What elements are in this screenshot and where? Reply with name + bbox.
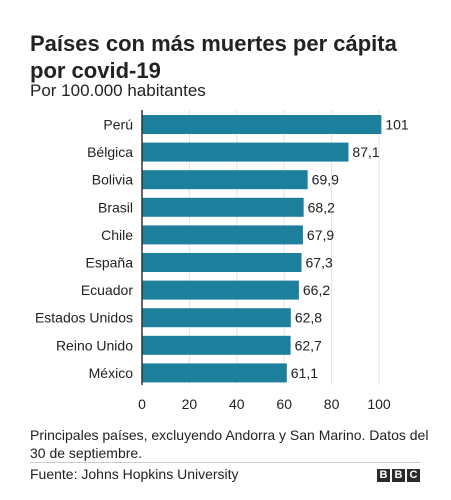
bar: [142, 170, 308, 190]
category-label: Estados Unidos: [35, 310, 133, 326]
value-label: 68,2: [308, 199, 335, 215]
category-label: Perú: [103, 117, 133, 133]
bbc-logo: B B C: [377, 469, 420, 482]
bbc-logo-letter: B: [377, 469, 390, 482]
x-tick-label: 60: [276, 396, 292, 412]
x-tick-label: 20: [182, 396, 198, 412]
value-label: 67,9: [307, 227, 334, 243]
value-label: 66,2: [303, 282, 330, 298]
bar-chart: 0 20 40 60 80 100 Perú 101 Bélgica 87,1 Bolivia 69,…: [35, 110, 409, 412]
category-label: Reino Unido: [56, 337, 133, 353]
value-label: 62,8: [295, 310, 322, 326]
bar: [142, 308, 291, 328]
footer-divider: [30, 462, 420, 463]
category-label: Brasil: [98, 199, 133, 215]
bar: [142, 280, 299, 300]
x-tick-label: 100: [367, 396, 391, 412]
value-label: 101: [385, 117, 409, 133]
bar: [142, 225, 303, 245]
category-label: Ecuador: [81, 282, 133, 298]
bar: [142, 142, 349, 162]
value-label: 67,3: [306, 255, 333, 271]
category-label: México: [89, 365, 134, 381]
x-tick-label: 80: [324, 396, 340, 412]
bar: [142, 335, 291, 355]
category-label: España: [86, 255, 134, 271]
chart-note: Principales países, excluyendo Andorra y…: [30, 427, 429, 461]
source-text: Fuente: Johns Hopkins University: [30, 466, 239, 482]
value-label: 69,9: [312, 172, 339, 188]
x-tick-label: 40: [229, 396, 245, 412]
value-label: 87,1: [352, 144, 379, 160]
chart-subtitle: Por 100.000 habitantes: [30, 81, 206, 100]
category-label: Bolivia: [92, 172, 133, 188]
bar: [142, 253, 302, 272]
value-label: 62,7: [295, 337, 322, 353]
bar: [142, 363, 287, 383]
chart-title: Países con más muertes per cápita por co…: [30, 31, 397, 83]
category-label: Chile: [101, 227, 133, 243]
bbc-logo-letter: B: [392, 469, 405, 482]
bar: [142, 197, 304, 217]
x-tick-label: 0: [138, 396, 146, 412]
bar: [142, 115, 382, 134]
bbc-logo-letter: C: [407, 469, 420, 482]
category-label: Bélgica: [87, 144, 133, 160]
value-label: 61,1: [291, 365, 318, 381]
